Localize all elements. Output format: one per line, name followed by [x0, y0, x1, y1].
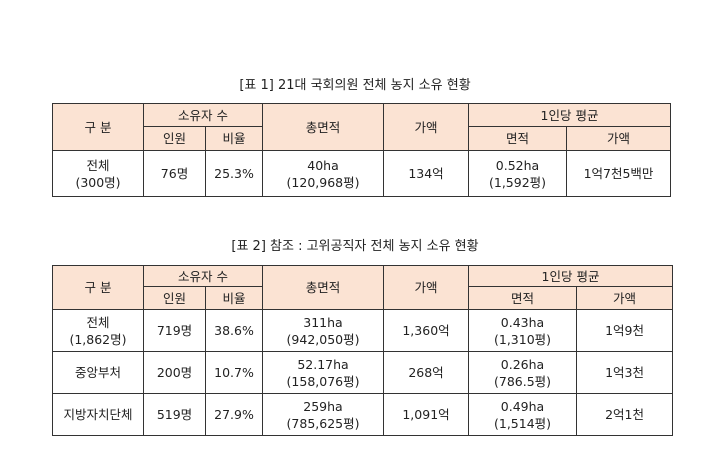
header-count: 인원: [143, 286, 206, 310]
cell-area: 52.17ha (158,076평): [262, 351, 385, 394]
cell-area-pyeong: (158,076평): [286, 373, 360, 389]
cell-value: 1,091억: [383, 393, 470, 436]
header-owners: 소유자 수: [142, 103, 264, 127]
cell-count: 76명: [143, 150, 206, 197]
header-pc-value: 가액: [576, 286, 674, 310]
header-pc-area: 면적: [468, 286, 578, 310]
cell-sub: (300명): [75, 174, 121, 190]
cell-pc-value: 1억9천: [605, 323, 644, 338]
cell-ratio: 10.7%: [214, 365, 254, 380]
cell-name: 전체: [86, 157, 110, 173]
cell-pc-area: 0.26ha (786.5평): [468, 351, 578, 394]
header-total-area: 총면적: [262, 103, 385, 151]
header-pc-area: 면적: [468, 126, 568, 151]
cell-value: 1,360억: [383, 309, 470, 352]
cell-pc-pyeong: (1,592평): [488, 174, 547, 190]
cell-value: 268억: [408, 365, 444, 380]
header-value: 가액: [383, 265, 470, 310]
cell-area-pyeong: (120,968평): [286, 174, 360, 190]
cell-pc-area: 0.52ha: [495, 157, 540, 173]
cell-value: 1,091억: [402, 407, 450, 422]
cell-pc-pyeong: (786.5평): [493, 373, 552, 389]
cell-area: 259ha: [303, 398, 343, 414]
cell-area: 40ha: [307, 157, 339, 173]
cell-area-pyeong: (942,050평): [286, 331, 360, 347]
cell-pc-value: 1억7천5백만: [583, 166, 654, 181]
header-ratio: 비율: [204, 286, 264, 310]
table-row: 지방자치단체 519명 27.9% 259ha (785,625평) 1,091억 0.49…: [52, 393, 674, 436]
cell-pc-pyeong: (1,310평): [493, 331, 552, 347]
header-per-capita: 1인당 평균: [468, 103, 672, 127]
cell-pc-area: 0.26ha: [500, 356, 545, 372]
cell-name: 전체 (300명): [52, 150, 144, 197]
cell-ratio: 27.9%: [204, 393, 264, 436]
table1-title: [표 1] 21대 국회의원 전체 농지 소유 현황: [239, 78, 471, 93]
cell-count: 719명: [156, 323, 193, 338]
cell-name: 중앙부처: [52, 351, 144, 394]
cell-area: 259ha (785,625평): [262, 393, 385, 436]
cell-pc-value: 1억3천: [605, 365, 644, 380]
cell-count: 519명: [156, 407, 193, 422]
cell-area: 311ha: [303, 314, 343, 330]
header-ratio: 비율: [204, 126, 264, 151]
header-per-capita: 1인당 평균: [468, 265, 674, 287]
table-row: 중앙부처 200명 10.7% 52.17ha (158,076평) 268억 0.26ha…: [52, 351, 674, 394]
header-pc-value: 가액: [566, 126, 672, 151]
table-row: 전체 (1,862명) 719명 38.6% 311ha (942,050평) 1,360억…: [52, 309, 674, 352]
cell-name: 지방자치단체: [63, 407, 133, 422]
cell-value: 268억: [383, 351, 470, 394]
cell-name: 중앙부처: [74, 365, 121, 380]
cell-ratio: 38.6%: [204, 309, 264, 352]
table2-title: [표 2] 참조 : 고위공직자 전체 농지 소유 현황: [231, 239, 479, 254]
cell-count: 76명: [160, 166, 189, 181]
cell-ratio: 25.3%: [214, 166, 254, 181]
table1: 구 분 소유자 수 총면적 가액 1인당 평균 인원 비율 면적 가액 전체 (3…: [52, 103, 672, 197]
cell-ratio: 27.9%: [214, 407, 254, 422]
cell-sub: (1,862명): [69, 331, 127, 347]
header-category: 구 분: [52, 265, 144, 310]
cell-value: 1,360억: [402, 323, 450, 338]
cell-pc-area: 0.52ha (1,592평): [468, 150, 568, 197]
cell-area: 40ha (120,968평): [262, 150, 385, 197]
cell-pc-value: 1억3천: [576, 351, 674, 394]
cell-area-pyeong: (785,625평): [286, 415, 360, 431]
header-category: 구 분: [52, 103, 144, 151]
cell-name: 전체 (1,862명): [52, 309, 144, 352]
cell-ratio: 25.3%: [204, 150, 264, 197]
cell-area: 311ha (942,050평): [262, 309, 385, 352]
header-total-area: 총면적: [262, 265, 385, 310]
cell-pc-pyeong: (1,514평): [493, 415, 552, 431]
cell-name: 지방자치단체: [52, 393, 144, 436]
cell-name: 전체: [86, 314, 110, 330]
cell-pc-area: 0.49ha (1,514평): [468, 393, 578, 436]
cell-ratio: 10.7%: [204, 351, 264, 394]
cell-count: 200명: [156, 365, 193, 380]
header-value: 가액: [383, 103, 470, 151]
cell-pc-value: 1억9천: [576, 309, 674, 352]
cell-pc-area: 0.43ha: [500, 314, 545, 330]
cell-value: 134억: [383, 150, 470, 197]
cell-value: 134억: [408, 166, 444, 181]
table-row: 전체 (300명) 76명 25.3% 40ha (120,968평) 134억 0.52ha…: [52, 150, 672, 197]
cell-pc-value: 1억7천5백만: [566, 150, 672, 197]
cell-pc-area: 0.43ha (1,310평): [468, 309, 578, 352]
header-count: 인원: [143, 126, 206, 151]
cell-ratio: 38.6%: [214, 323, 254, 338]
cell-count: 200명: [143, 351, 206, 394]
table2: 구 분 소유자 수 총면적 가액 1인당 평균 인원 비율 면적 가액 전체 (1…: [52, 265, 674, 436]
cell-pc-value: 2억1천: [605, 407, 644, 422]
cell-count: 719명: [143, 309, 206, 352]
cell-pc-value: 2억1천: [576, 393, 674, 436]
header-owners: 소유자 수: [142, 265, 264, 287]
cell-count: 519명: [143, 393, 206, 436]
cell-pc-area: 0.49ha: [500, 398, 545, 414]
cell-area: 52.17ha: [297, 356, 349, 372]
